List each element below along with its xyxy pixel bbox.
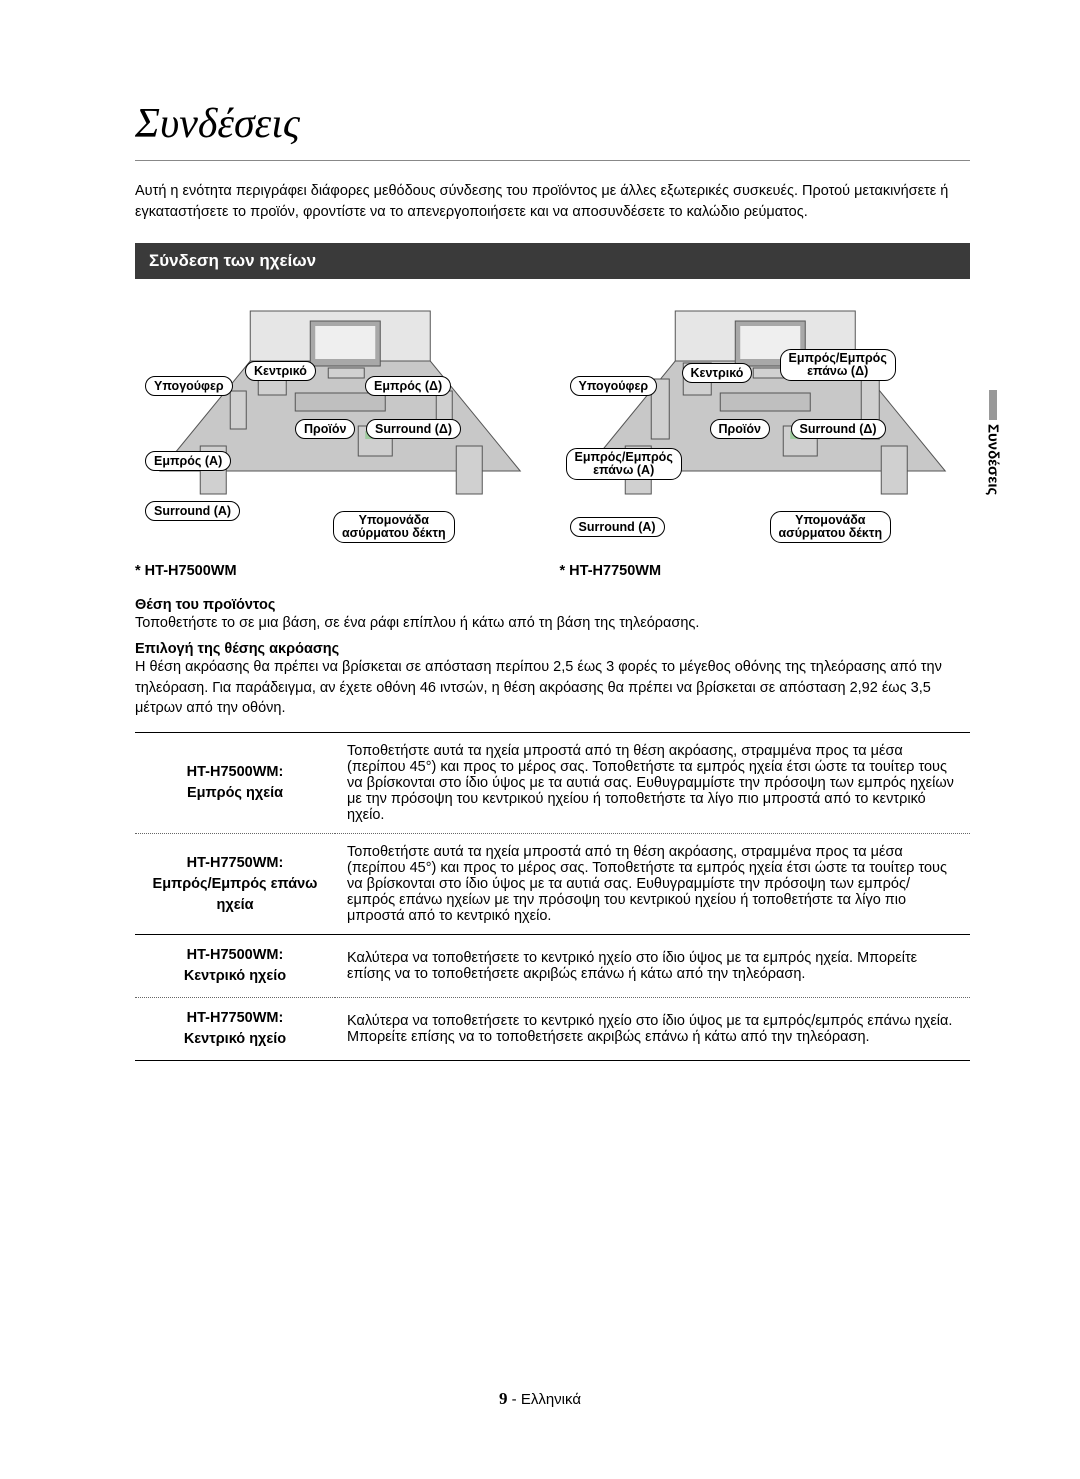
speaker-diagrams: Υπογούφερ Κεντρικό Εμπρός (Δ) Προϊόν Sur… — [135, 301, 970, 551]
row-label: HT-H7750WM:Εμπρός/Εμπρός επάνωηχεία — [135, 834, 335, 935]
label-product: Προϊόν — [710, 419, 770, 439]
tab-bar-icon — [989, 390, 997, 420]
position-heading: Θέση του προϊόντος — [135, 597, 970, 613]
label-receiver: Υπομονάδαασύρματου δέκτη — [770, 511, 892, 543]
listening-heading: Επιλογή της θέσης ακρόασης — [135, 641, 970, 657]
label-subwoofer: Υπογούφερ — [570, 376, 658, 396]
page-lang: - Ελληνικά — [512, 1391, 581, 1408]
label-product: Προϊόν — [295, 419, 355, 439]
position-text: Τοποθετήστε το σε μια βάση, σε ένα ράφι … — [135, 613, 970, 633]
label-surr-r: Surround (Δ) — [791, 419, 886, 439]
row-text: Καλύτερα να τοποθετήσετε το κεντρικό ηχε… — [335, 998, 970, 1061]
row-text: Καλύτερα να τοποθετήσετε το κεντρικό ηχε… — [335, 935, 970, 998]
page-number: 9 — [499, 1389, 508, 1408]
label-surr-r: Surround (Δ) — [366, 419, 461, 439]
label-receiver: Υπομονάδαασύρματου δέκτη — [333, 511, 455, 543]
page-title: Συνδέσεις — [135, 100, 970, 161]
intro-text: Αυτή η ενότητα περιγράφει διάφορες μεθόδ… — [135, 181, 970, 223]
row-label: HT-H7500WM:Εμπρός ηχεία — [135, 733, 335, 834]
label-subwoofer: Υπογούφερ — [145, 376, 233, 396]
row-text: Τοποθετήστε αυτά τα ηχεία μπροστά από τη… — [335, 834, 970, 935]
row-text: Τοποθετήστε αυτά τα ηχεία μπροστά από τη… — [335, 733, 970, 834]
label-front-top-r: Εμπρός/Εμπρόςεπάνω (Δ) — [780, 349, 896, 381]
label-front-top-l: Εμπρός/Εμπρόςεπάνω (Α) — [566, 448, 682, 480]
label-center: Κεντρικό — [682, 363, 753, 383]
row-label: HT-H7500WM:Κεντρικό ηχείο — [135, 935, 335, 998]
label-front-l: Εμπρός (Α) — [145, 451, 231, 471]
row-label: HT-H7750WM:Κεντρικό ηχείο — [135, 998, 335, 1061]
side-tab: Συνδέσεις — [978, 390, 1008, 500]
model-left: * HT-H7500WM — [135, 563, 546, 579]
section-heading: Σύνδεση των ηχείων — [135, 243, 970, 279]
speaker-placement-table: HT-H7500WM:Εμπρός ηχεία Τοποθετήστε αυτά… — [135, 732, 970, 1061]
label-surr-l: Surround (Α) — [570, 517, 665, 537]
label-center: Κεντρικό — [245, 361, 316, 381]
side-tab-label: Συνδέσεις — [985, 424, 1002, 495]
listening-text: Η θέση ακρόασης θα πρέπει να βρίσκεται σ… — [135, 657, 970, 718]
diagram-right: Υπογούφερ Κεντρικό Εμπρός/Εμπρόςεπάνω (Δ… — [560, 301, 971, 551]
label-surr-l: Surround (Α) — [145, 501, 240, 521]
model-right: * HT-H7750WM — [560, 563, 971, 579]
page-footer: 9 - Ελληνικά — [0, 1389, 1080, 1409]
label-front-r: Εμπρός (Δ) — [365, 376, 451, 396]
diagram-left: Υπογούφερ Κεντρικό Εμπρός (Δ) Προϊόν Sur… — [135, 301, 546, 551]
